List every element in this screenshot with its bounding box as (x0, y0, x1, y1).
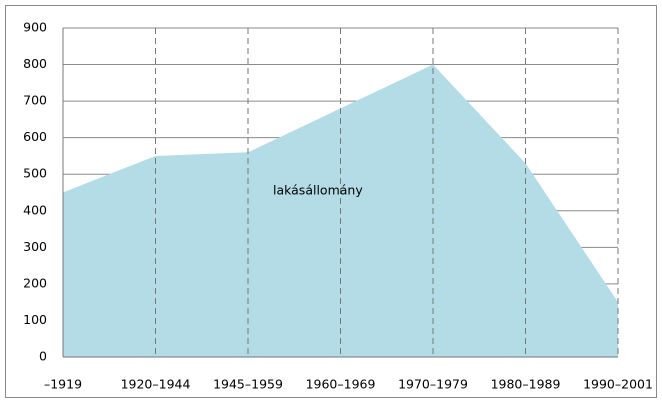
y-tick-label: 500 (23, 166, 47, 181)
legend-label: lakásállomány (273, 183, 363, 198)
x-tick-label: 1945–1959 (213, 377, 283, 392)
y-tick-label: 200 (23, 275, 47, 290)
y-tick-label: 700 (23, 93, 47, 108)
legend-swatch (262, 187, 270, 195)
y-tick-label: 0 (39, 349, 47, 364)
y-tick-label: 100 (23, 312, 47, 327)
y-tick-label: 300 (23, 239, 47, 254)
x-tick-label: 1960–1969 (306, 377, 376, 392)
x-tick-label: 1970–1979 (398, 377, 468, 392)
x-tick-label: –1919 (44, 377, 82, 392)
x-tick-label: 1980–1989 (491, 377, 561, 392)
y-tick-label: 900 (23, 20, 47, 35)
y-tick-label: 600 (23, 129, 47, 144)
y-tick-label: 800 (23, 56, 47, 71)
x-tick-label: 1920–1944 (121, 377, 191, 392)
x-tick-label: 1990–2001 (583, 377, 653, 392)
y-tick-label: 400 (23, 202, 47, 217)
